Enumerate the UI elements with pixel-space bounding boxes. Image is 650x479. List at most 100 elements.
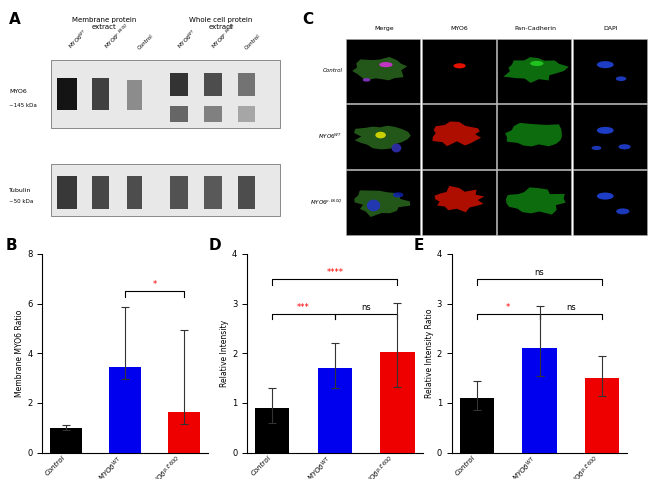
FancyBboxPatch shape bbox=[57, 79, 77, 109]
Y-axis label: Relative Intensity: Relative Intensity bbox=[220, 319, 229, 387]
FancyBboxPatch shape bbox=[57, 80, 77, 108]
Bar bbox=[523, 348, 556, 453]
Text: DAPI: DAPI bbox=[603, 25, 618, 31]
Text: MYO6: MYO6 bbox=[9, 89, 27, 94]
FancyBboxPatch shape bbox=[573, 39, 647, 103]
Text: A: A bbox=[9, 12, 21, 27]
FancyBboxPatch shape bbox=[51, 164, 280, 216]
FancyBboxPatch shape bbox=[127, 81, 142, 109]
Text: $MYO6^{p.E60Q}$: $MYO6^{p.E60Q}$ bbox=[310, 197, 343, 206]
FancyBboxPatch shape bbox=[127, 81, 142, 108]
FancyBboxPatch shape bbox=[422, 170, 496, 235]
FancyBboxPatch shape bbox=[422, 39, 496, 103]
Ellipse shape bbox=[363, 78, 370, 81]
Text: MYO6$^{WT}$: MYO6$^{WT}$ bbox=[66, 27, 90, 51]
FancyBboxPatch shape bbox=[127, 83, 142, 105]
Polygon shape bbox=[354, 125, 411, 149]
FancyBboxPatch shape bbox=[346, 170, 421, 235]
Text: Membrane protein
extract: Membrane protein extract bbox=[72, 16, 136, 30]
Ellipse shape bbox=[454, 63, 465, 68]
FancyBboxPatch shape bbox=[92, 80, 109, 108]
Text: D: D bbox=[209, 238, 221, 253]
Text: *: * bbox=[153, 280, 157, 289]
Ellipse shape bbox=[597, 193, 614, 200]
FancyBboxPatch shape bbox=[57, 82, 77, 103]
FancyBboxPatch shape bbox=[92, 84, 109, 101]
Text: Tubulin: Tubulin bbox=[9, 188, 32, 193]
Bar bbox=[318, 368, 352, 453]
Text: Control: Control bbox=[244, 33, 261, 51]
FancyBboxPatch shape bbox=[170, 73, 188, 96]
FancyBboxPatch shape bbox=[238, 176, 255, 209]
Ellipse shape bbox=[379, 62, 393, 67]
FancyBboxPatch shape bbox=[57, 81, 77, 105]
FancyBboxPatch shape bbox=[497, 39, 571, 103]
FancyBboxPatch shape bbox=[127, 80, 142, 111]
Text: ****: **** bbox=[326, 268, 343, 277]
Polygon shape bbox=[503, 57, 569, 83]
FancyBboxPatch shape bbox=[127, 86, 142, 101]
FancyBboxPatch shape bbox=[346, 39, 421, 103]
FancyBboxPatch shape bbox=[204, 73, 222, 96]
Ellipse shape bbox=[597, 61, 614, 68]
FancyBboxPatch shape bbox=[127, 176, 142, 209]
FancyBboxPatch shape bbox=[422, 104, 496, 169]
Text: ns: ns bbox=[566, 303, 576, 312]
FancyBboxPatch shape bbox=[92, 176, 109, 209]
Y-axis label: Membrane MYO6 Ratio: Membrane MYO6 Ratio bbox=[16, 309, 25, 397]
FancyBboxPatch shape bbox=[57, 176, 77, 209]
FancyBboxPatch shape bbox=[127, 80, 142, 111]
Text: Control: Control bbox=[323, 68, 343, 73]
Ellipse shape bbox=[597, 127, 614, 134]
FancyBboxPatch shape bbox=[51, 60, 280, 128]
FancyBboxPatch shape bbox=[92, 82, 109, 103]
Y-axis label: Relative Intensity Ratio: Relative Intensity Ratio bbox=[425, 308, 434, 398]
Bar bbox=[50, 428, 83, 453]
Text: Whole cell protein
extract: Whole cell protein extract bbox=[189, 16, 253, 30]
Text: ***: *** bbox=[297, 303, 310, 312]
Bar bbox=[380, 352, 415, 453]
Ellipse shape bbox=[616, 76, 627, 81]
FancyBboxPatch shape bbox=[92, 79, 109, 109]
Text: ns: ns bbox=[534, 268, 545, 277]
FancyBboxPatch shape bbox=[573, 104, 647, 169]
FancyBboxPatch shape bbox=[92, 83, 109, 102]
Ellipse shape bbox=[618, 144, 630, 149]
Bar bbox=[168, 411, 200, 453]
FancyBboxPatch shape bbox=[573, 170, 647, 235]
Text: MYO6: MYO6 bbox=[450, 25, 469, 31]
FancyBboxPatch shape bbox=[497, 170, 571, 235]
FancyBboxPatch shape bbox=[92, 81, 109, 105]
Bar bbox=[255, 408, 289, 453]
Ellipse shape bbox=[391, 144, 401, 152]
Polygon shape bbox=[352, 57, 407, 80]
Ellipse shape bbox=[393, 193, 404, 197]
Text: ~50 kDa: ~50 kDa bbox=[9, 199, 34, 205]
FancyBboxPatch shape bbox=[57, 80, 77, 106]
Ellipse shape bbox=[367, 200, 380, 211]
Text: C: C bbox=[302, 12, 314, 27]
Ellipse shape bbox=[592, 146, 601, 150]
Bar bbox=[585, 378, 619, 453]
Text: B: B bbox=[6, 238, 18, 253]
Polygon shape bbox=[354, 190, 410, 217]
Text: E: E bbox=[413, 238, 424, 253]
Ellipse shape bbox=[616, 208, 629, 214]
FancyBboxPatch shape bbox=[497, 104, 571, 169]
FancyBboxPatch shape bbox=[170, 106, 188, 122]
FancyBboxPatch shape bbox=[127, 85, 142, 103]
Text: *: * bbox=[506, 303, 510, 312]
FancyBboxPatch shape bbox=[57, 78, 77, 111]
Ellipse shape bbox=[375, 132, 386, 138]
Text: MYO6$^{WT}$: MYO6$^{WT}$ bbox=[176, 27, 199, 51]
FancyBboxPatch shape bbox=[127, 84, 142, 104]
FancyBboxPatch shape bbox=[57, 83, 77, 102]
FancyBboxPatch shape bbox=[127, 82, 142, 106]
FancyBboxPatch shape bbox=[204, 176, 222, 209]
Text: ns: ns bbox=[361, 303, 371, 312]
FancyBboxPatch shape bbox=[92, 78, 109, 111]
Text: MYO6$^{p.E60Q}$: MYO6$^{p.E60Q}$ bbox=[102, 21, 132, 51]
Polygon shape bbox=[432, 122, 481, 146]
FancyBboxPatch shape bbox=[57, 78, 77, 111]
FancyBboxPatch shape bbox=[238, 73, 255, 96]
